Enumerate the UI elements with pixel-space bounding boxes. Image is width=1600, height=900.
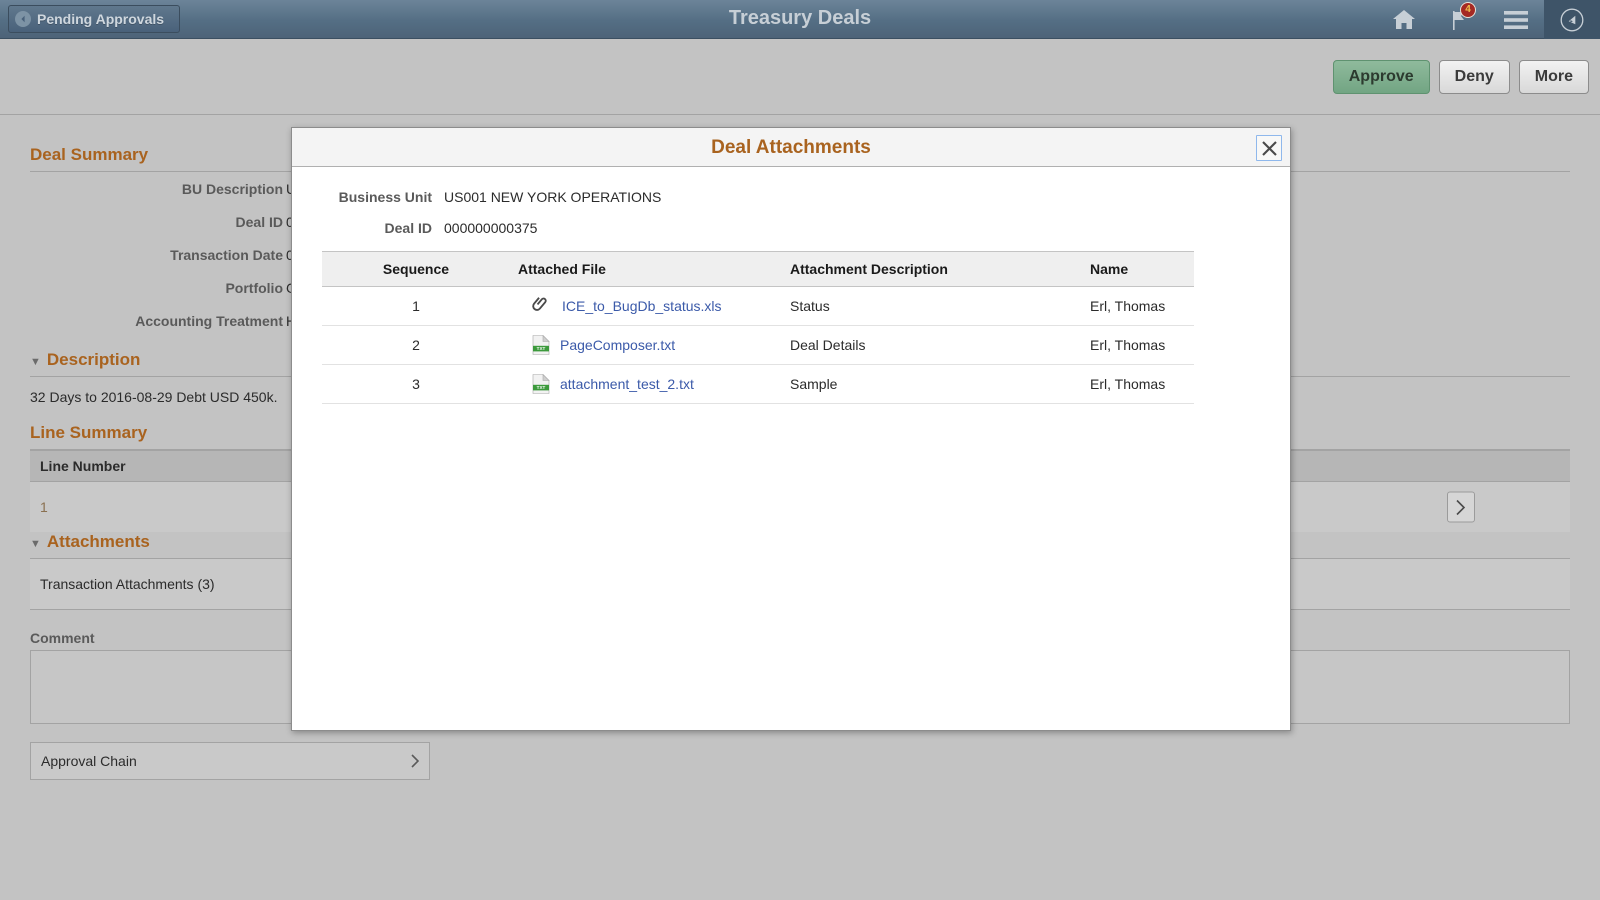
- svg-text:TXT: TXT: [537, 346, 546, 351]
- svg-text:TXT: TXT: [537, 385, 546, 390]
